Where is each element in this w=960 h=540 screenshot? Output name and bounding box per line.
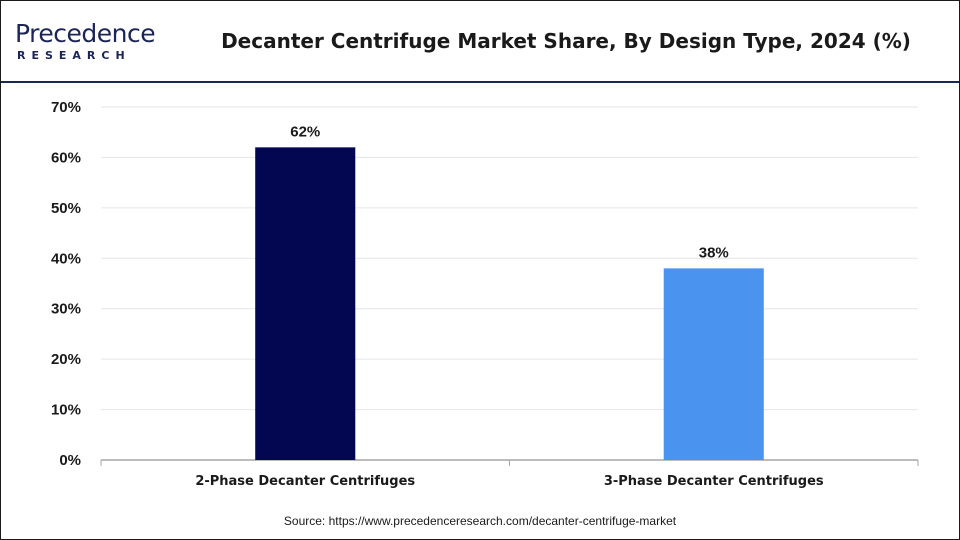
x-tick-label: 3-Phase Decanter Centrifuges <box>604 474 824 489</box>
brand-name: Precedence <box>15 19 156 48</box>
gridlines <box>101 106 918 411</box>
chart-title: Decanter Centrifuge Market Share, By Des… <box>221 29 911 53</box>
y-tick-label: 30% <box>51 301 81 318</box>
bars <box>255 147 764 460</box>
brand-logo: Precedence RESEARCH <box>15 19 165 65</box>
bar-chart: 0% 10% 20% 30% 40% 50% 60% 70% 62% 2-Phase Decant… <box>51 99 919 489</box>
y-tick-label: 60% <box>51 149 81 166</box>
y-tick-label: 20% <box>51 351 81 368</box>
bar <box>663 268 764 460</box>
source-note: Source: https://www.precedenceresearch.c… <box>283 514 677 528</box>
data-label: 38% <box>699 244 729 261</box>
data-label: 62% <box>290 123 320 140</box>
axes <box>100 459 919 466</box>
brand-sub: RESEARCH <box>17 49 131 62</box>
y-tick-label: 40% <box>51 250 81 267</box>
header: Precedence RESEARCH Decanter Centrifuge … <box>1 1 959 83</box>
bar <box>255 147 356 460</box>
y-tick-label: 10% <box>51 402 81 419</box>
y-tick-label: 0% <box>59 452 81 469</box>
y-tick-label: 70% <box>51 99 81 116</box>
y-tick-label: 50% <box>51 200 81 217</box>
x-tick-label: 2-Phase Decanter Centrifuges <box>195 474 415 489</box>
labels: 0% 10% 20% 30% 40% 50% 60% 70% 62% 2-Phase Decant… <box>51 99 824 489</box>
